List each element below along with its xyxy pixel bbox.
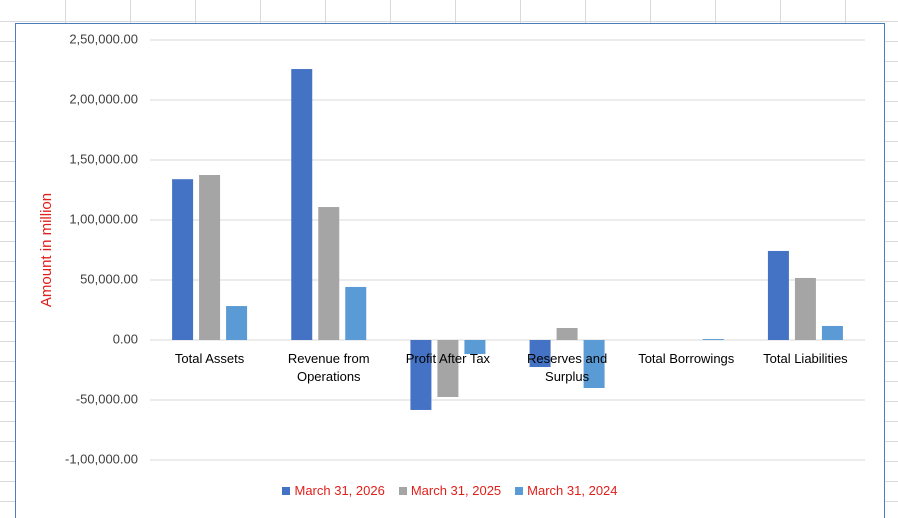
bar bbox=[529, 340, 551, 367]
bar bbox=[437, 340, 459, 397]
legend: March 31, 2026 March 31, 2025 March 31, 20… bbox=[15, 483, 885, 498]
bar bbox=[464, 340, 486, 355]
bar bbox=[767, 250, 789, 340]
bar bbox=[318, 207, 340, 340]
y-tick-label: -1,00,000.00 bbox=[65, 451, 138, 466]
y-axis-title: Amount in million bbox=[38, 193, 55, 307]
x-tick-label: Profit After Tax bbox=[405, 351, 491, 366]
legend-item: March 31, 2024 bbox=[515, 483, 618, 498]
bar bbox=[226, 306, 248, 340]
legend-item: March 31, 2025 bbox=[398, 483, 502, 498]
y-tick-label: -50,000.00 bbox=[76, 391, 138, 406]
legend-swatch bbox=[515, 486, 524, 495]
bar bbox=[821, 325, 843, 340]
bar bbox=[556, 328, 578, 340]
x-tick-label: Reserves and Surplus bbox=[526, 351, 608, 384]
bar bbox=[199, 175, 221, 340]
bar bbox=[794, 277, 816, 340]
bar bbox=[702, 339, 724, 340]
legend-label: March 31, 2026 bbox=[294, 483, 385, 498]
legend-item: March 31, 2026 bbox=[282, 483, 385, 498]
legend-swatch bbox=[398, 486, 407, 495]
bar bbox=[410, 340, 432, 410]
x-tick-label: Total Borrowings bbox=[638, 351, 735, 366]
chart-area bbox=[15, 23, 885, 518]
legend-swatch bbox=[282, 486, 291, 495]
bar bbox=[172, 179, 194, 340]
legend-label: March 31, 2024 bbox=[527, 483, 618, 498]
legend-label: March 31, 2025 bbox=[410, 483, 502, 498]
bar bbox=[583, 340, 605, 388]
y-tick-label: 50,000.00 bbox=[80, 271, 138, 286]
y-tick-label: 1,50,000.00 bbox=[69, 151, 138, 166]
bar bbox=[345, 286, 367, 340]
y-tick-label: 2,00,000.00 bbox=[69, 91, 138, 106]
x-tick-label: Revenue from Operations bbox=[287, 351, 370, 384]
y-tick-label: 1,00,000.00 bbox=[69, 211, 138, 226]
y-tick-label: 0.00 bbox=[113, 331, 138, 346]
y-tick-label: 2,50,000.00 bbox=[69, 31, 138, 46]
x-tick-label: Total Assets bbox=[174, 351, 245, 366]
x-tick-label: Total Liabilities bbox=[763, 351, 848, 366]
bar bbox=[291, 69, 313, 340]
